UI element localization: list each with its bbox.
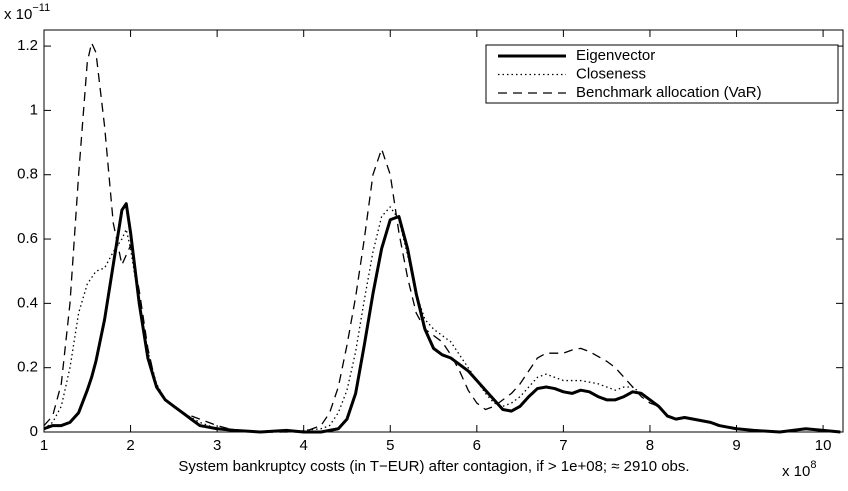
legend-label: Eigenvector	[576, 47, 655, 64]
x-multiplier-exponent: 8	[810, 459, 816, 471]
legend-label: Benchmark allocation (VaR)	[576, 84, 762, 101]
y-tick-label: 1.2	[17, 37, 38, 54]
y-tick-label: 1	[30, 101, 38, 118]
x-axis-label: System bankruptcy costs (in T−EUR) after…	[178, 458, 689, 475]
x-tick-label: 8	[646, 437, 654, 454]
y-multiplier-base: x 10	[4, 6, 32, 23]
data-line	[43, 42, 841, 433]
y-tick-label: 0.4	[17, 294, 38, 311]
x-tick-label: 3	[213, 437, 221, 454]
y-tick-label: 0.8	[17, 166, 38, 183]
y-tick-label: 0.6	[17, 230, 38, 247]
x-multiplier-base: x 10	[782, 463, 810, 480]
y-tick-label: 0.2	[17, 359, 38, 376]
x-tick-label: 7	[559, 437, 567, 454]
x-multiplier: x 108	[782, 459, 816, 480]
y-multiplier: x 10−11	[4, 2, 50, 23]
x-tick-label: 9	[732, 437, 740, 454]
legend-label: Closeness	[576, 65, 646, 82]
y-multiplier-exponent: −11	[32, 2, 50, 14]
x-tick-label: 6	[473, 437, 481, 454]
x-tick-label: 4	[300, 437, 308, 454]
y-tick-label: 0	[30, 423, 38, 440]
x-tick-label: 1	[40, 437, 48, 454]
x-tick-label: 5	[386, 437, 394, 454]
x-tick-label: 2	[126, 437, 134, 454]
x-tick-label: 10	[815, 437, 832, 454]
